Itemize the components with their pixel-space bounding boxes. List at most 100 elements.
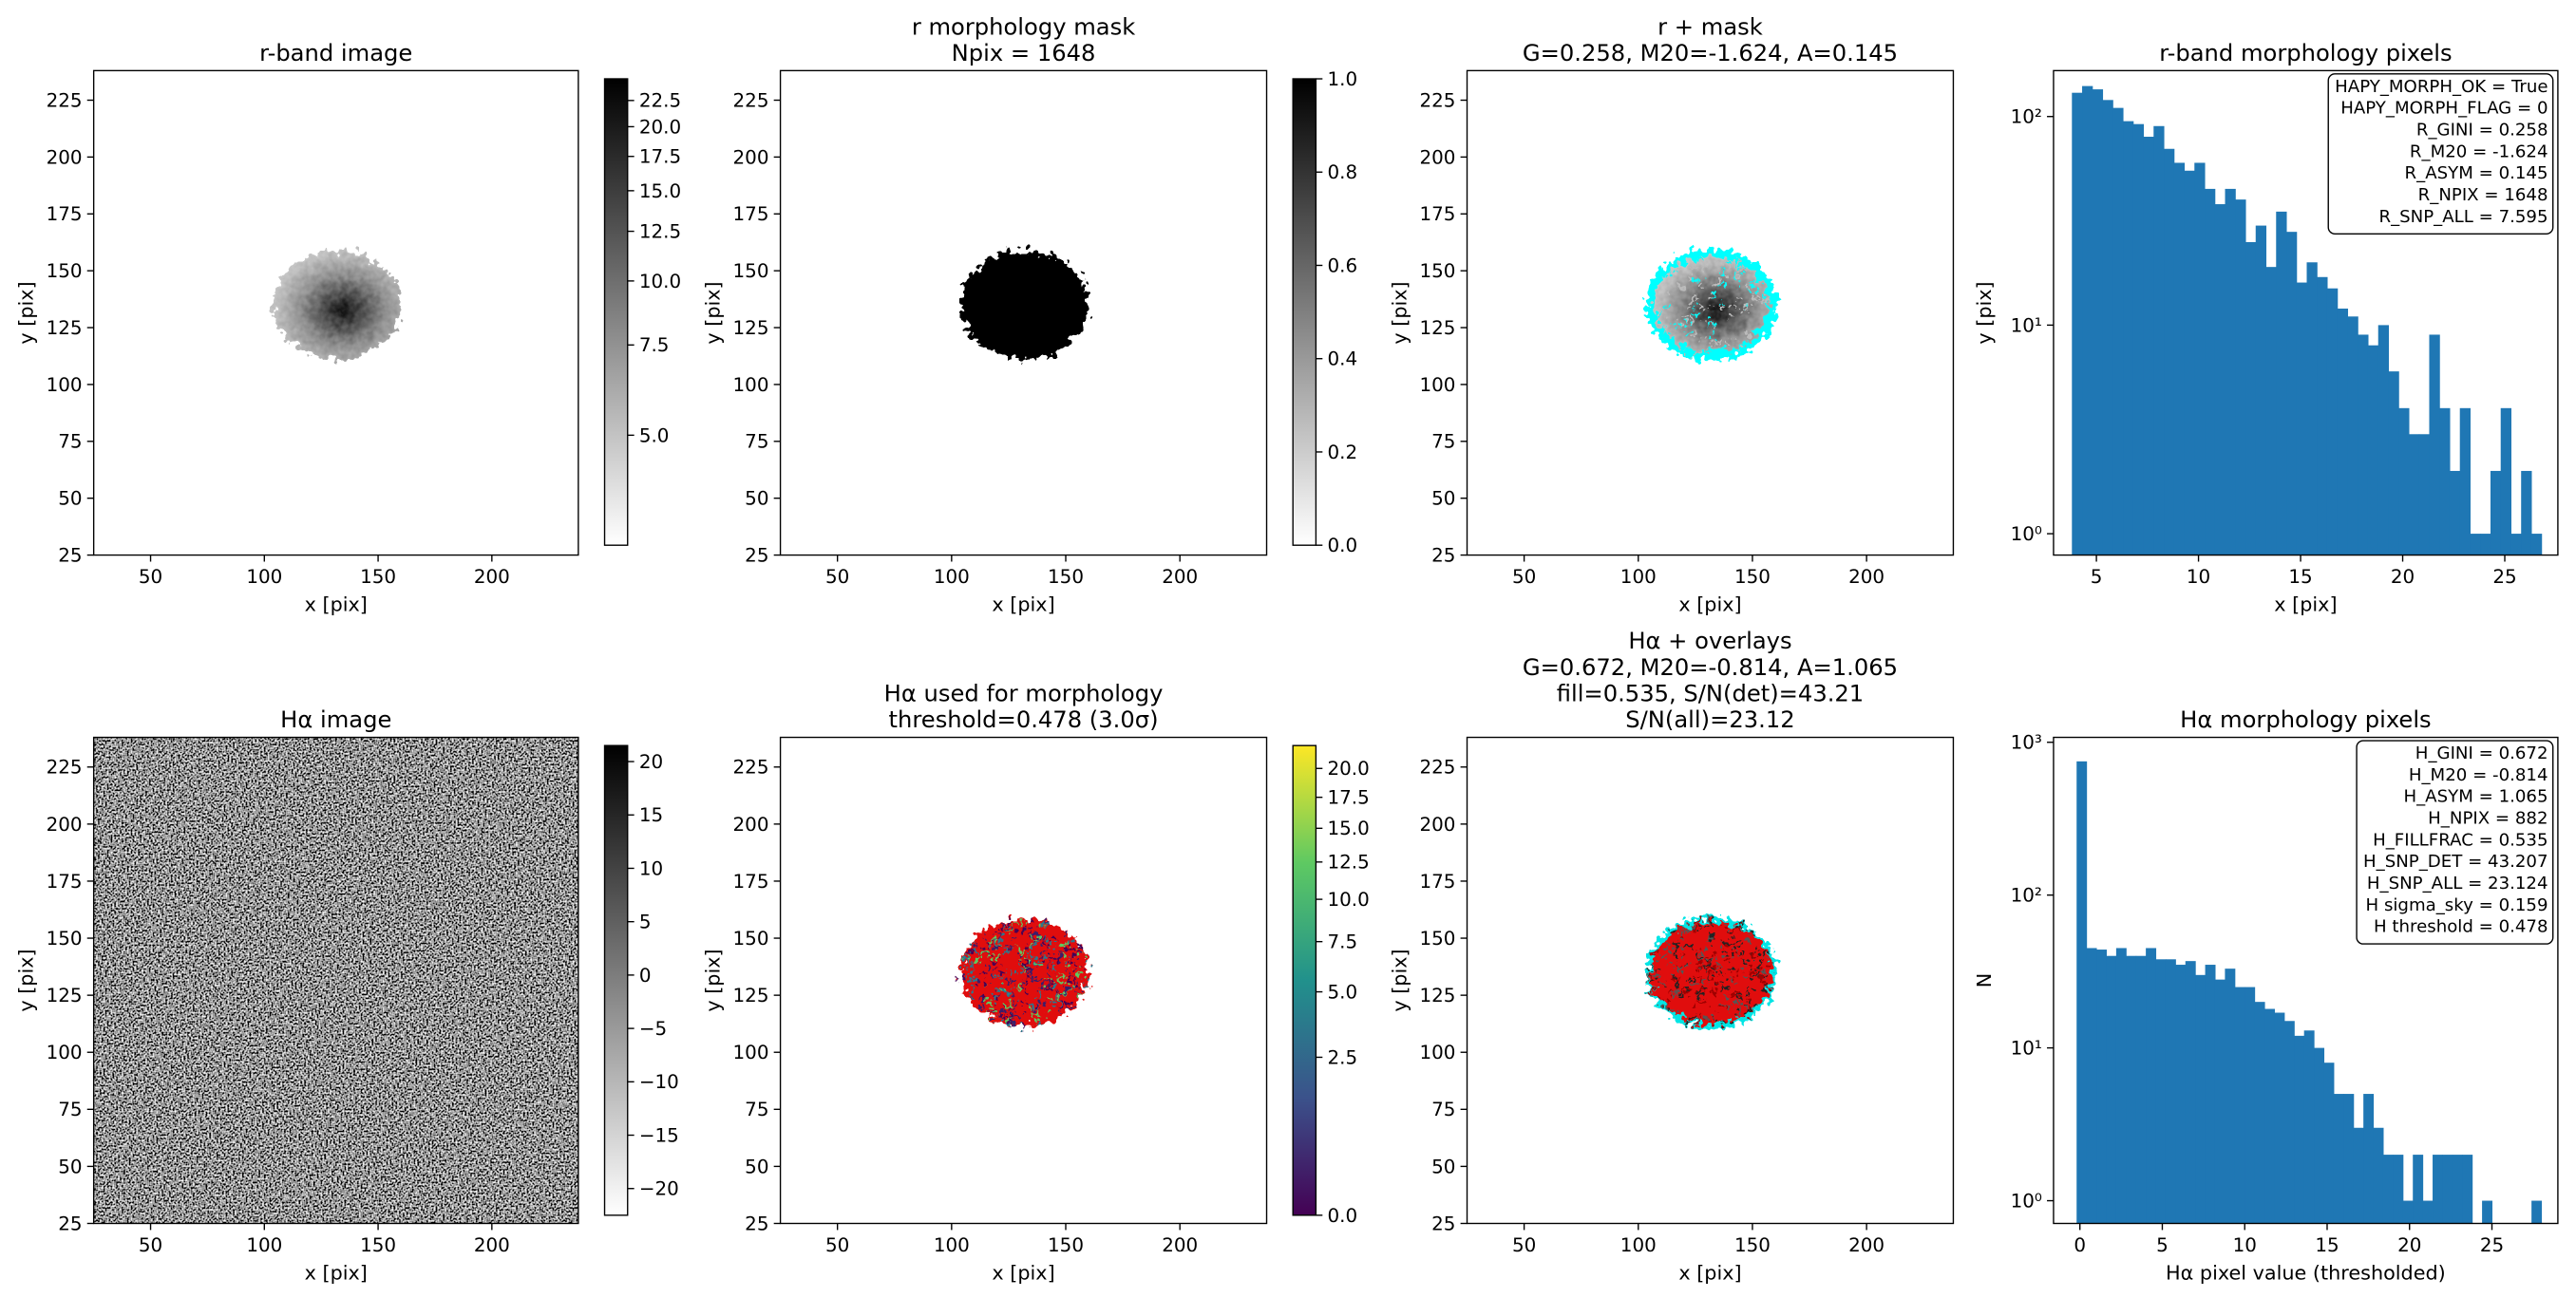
colorbar-tick-label: 2.5 [1328, 1046, 1358, 1068]
colorbar-tick-label: −15 [639, 1124, 679, 1146]
speckle [1673, 929, 1676, 932]
speckle [993, 997, 996, 1001]
bar [2531, 1200, 2543, 1224]
speckle [1038, 963, 1042, 967]
speckle [993, 1010, 997, 1014]
speckle [1698, 973, 1702, 977]
speckle [1720, 1006, 1725, 1009]
speckle [1041, 947, 1045, 950]
speckle [1056, 957, 1060, 962]
speckle [1077, 982, 1082, 986]
speckle [1709, 919, 1714, 923]
speckle [1761, 294, 1765, 299]
colorbar-tick-label: 10.0 [1328, 889, 1370, 911]
speckle [977, 956, 981, 961]
speckle [1709, 323, 1714, 327]
speckle [1725, 927, 1729, 931]
speckle [1012, 987, 1016, 991]
speckle [1703, 981, 1708, 985]
y-tick-label: 150 [47, 928, 83, 950]
speckle [998, 973, 1003, 977]
speckle [1679, 287, 1683, 291]
y-tick-label: 150 [1419, 260, 1455, 282]
bar [2214, 979, 2226, 1224]
speckle [1070, 978, 1074, 983]
speckle [990, 1012, 994, 1016]
bar [2165, 959, 2176, 1224]
speckle [1038, 1022, 1043, 1025]
speckle [1733, 1005, 1737, 1008]
x-tick-label: 0 [2074, 1234, 2086, 1256]
speckle [1046, 963, 1051, 967]
speckle [1686, 344, 1691, 348]
y-tick-label: 75 [58, 1099, 82, 1120]
speckle [1752, 335, 1756, 339]
speckle [1022, 1025, 1027, 1028]
speckle [1667, 999, 1671, 1004]
speckle [1028, 943, 1032, 948]
speckle [1646, 976, 1650, 980]
speckle [1745, 960, 1750, 964]
speckle [1059, 951, 1063, 956]
source [1645, 249, 1777, 361]
speckle [1683, 315, 1688, 319]
speckle [1729, 979, 1733, 984]
speckle [1690, 278, 1694, 282]
bar [2184, 170, 2195, 555]
speckle [1687, 320, 1692, 325]
speckle [1698, 926, 1703, 930]
colorbar-tick-label: 0.2 [1328, 442, 1358, 463]
bar [2123, 121, 2134, 555]
speckle [1685, 332, 1690, 336]
speckle [1061, 941, 1066, 945]
speckle [1029, 968, 1033, 971]
speckle [1762, 302, 1766, 306]
plot-area [273, 251, 402, 360]
speckle [1757, 276, 1762, 281]
speckle [1699, 285, 1704, 290]
bar [2102, 100, 2113, 555]
speckle [1723, 270, 1727, 274]
speckle [1733, 980, 1736, 984]
speckle [1044, 979, 1048, 983]
speckle [984, 983, 989, 987]
speckle [1695, 948, 1698, 952]
speckle [1749, 291, 1752, 294]
speckle [974, 986, 978, 989]
speckle [1755, 971, 1759, 975]
speckle [1064, 931, 1068, 935]
speckle [970, 991, 975, 995]
speckle [1047, 955, 1051, 960]
speckle [1707, 324, 1712, 328]
speckle [988, 954, 993, 959]
speckle [1018, 929, 1022, 933]
speckle [1745, 937, 1749, 942]
speckle [1656, 969, 1659, 974]
speckle [1739, 945, 1743, 949]
speckle [1030, 970, 1033, 974]
speckle [1036, 965, 1040, 969]
speckle [1754, 285, 1759, 290]
speckle [986, 953, 990, 958]
speckle [989, 940, 993, 944]
speckle [1031, 934, 1034, 939]
speckle [1735, 970, 1740, 974]
y-axis-label: y [pix] [702, 949, 725, 1011]
speckle [1017, 920, 1022, 925]
speckle [964, 958, 969, 963]
y-tick-label: 25 [58, 1213, 82, 1234]
speckle [1710, 935, 1714, 939]
speckle [1007, 1022, 1011, 1026]
speckle [1682, 945, 1686, 949]
panel: r-band image 50 100 150 200 25 50 75 100 125 150 17… [15, 40, 681, 615]
speckle [1714, 968, 1717, 971]
speckle [1000, 923, 1005, 927]
speckle [1716, 321, 1720, 325]
y-tick-label: 225 [733, 89, 769, 111]
bar [2296, 282, 2308, 555]
y-tick-label: 100 [1419, 374, 1455, 396]
x-axis-label: x [pix] [1678, 1261, 1741, 1284]
x-tick-label: 200 [474, 1234, 510, 1256]
bar [2442, 1155, 2453, 1224]
speckle [1007, 977, 1011, 981]
